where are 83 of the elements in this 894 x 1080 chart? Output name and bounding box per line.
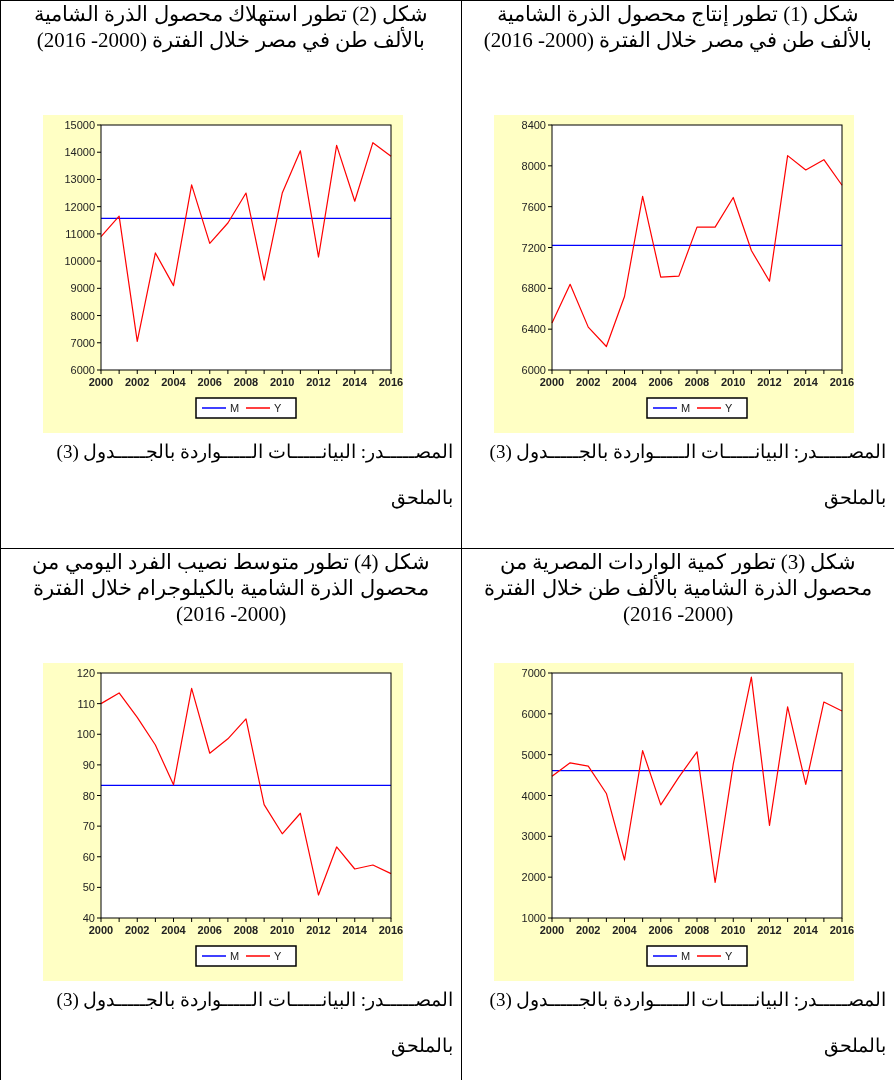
x-tick-label: 2008 [684, 924, 710, 936]
x-tick-label: 2010 [270, 924, 295, 936]
text: المصـــــدر: البيانـــــات الـــــواردة بالجـــــدول (3) بالملحق [489, 441, 886, 508]
y-tick-label: 6000 [521, 364, 546, 376]
x-tick-label: 2004 [161, 924, 187, 936]
x-tick-label: 2006 [648, 924, 673, 936]
legend-label: M [681, 950, 691, 962]
y-tick-label: 5000 [521, 748, 546, 761]
x-tick-label: 2010 [721, 376, 746, 388]
y-tick-label: 120 [76, 667, 95, 679]
x-tick-label: 2010 [721, 924, 746, 936]
y-tick-label: 6000 [521, 707, 546, 720]
text: المصـــــدر: البيانـــــات الـــــواردة بالجـــــدول (3) بالملحق [56, 989, 453, 1056]
x-tick-label: 2000 [539, 376, 565, 388]
x-tick-label: 2008 [684, 376, 710, 388]
legend-label: M [230, 402, 240, 414]
y-tick-label: 40 [82, 912, 95, 924]
x-tick-label: 2002 [576, 924, 601, 936]
x-tick-label: 2008 [233, 924, 259, 936]
chart-title: شكل (1) تطور إنتاج محصول الذرة الشامية بالألف طن في مصر خلال الفترة (2000- 2016) [482, 1, 874, 53]
y-tick-label: 7200 [521, 241, 546, 254]
x-tick-label: 2008 [233, 376, 259, 388]
legend-label: Y [725, 950, 733, 962]
legend-label: Y [725, 402, 733, 414]
y-tick-label: 11000 [65, 227, 95, 240]
x-tick-label: 2012 [306, 376, 331, 388]
x-tick-label: 2014 [793, 924, 819, 936]
y-tick-label: 7000 [521, 667, 546, 679]
y-tick-label: 8000 [70, 309, 95, 322]
y-tick-label: 7600 [521, 200, 546, 213]
y-tick-label: 12000 [64, 200, 95, 213]
y-tick-label: 9000 [70, 282, 95, 295]
x-tick-label: 2000 [539, 924, 565, 936]
x-tick-label: 2004 [612, 924, 638, 936]
y-tick-label: 14000 [64, 146, 95, 159]
x-tick-label: 2006 [648, 376, 673, 388]
y-tick-label: 13000 [64, 173, 95, 186]
x-tick-label: 2014 [342, 376, 368, 388]
y-tick-label: 1000 [521, 912, 546, 924]
x-tick-label: 2002 [125, 924, 150, 936]
y-tick-label: 6400 [521, 323, 546, 336]
y-tick-label: 15000 [64, 119, 95, 131]
x-tick-label: 2004 [612, 376, 638, 388]
y-tick-label: 80 [82, 789, 95, 802]
legend-label: M [681, 402, 691, 414]
x-tick-label: 2016 [829, 924, 855, 936]
x-tick-label: 2010 [270, 376, 295, 388]
y-tick-label: 8400 [521, 119, 546, 131]
text: المصـــــدر: البيانـــــات الـــــواردة بالجـــــدول (3) بالملحق [489, 989, 886, 1056]
y-tick-label: 6800 [521, 282, 546, 295]
y-tick-label: 70 [82, 820, 95, 833]
y-tick-label: 6000 [70, 364, 95, 376]
x-tick-label: 2012 [306, 924, 331, 936]
y-tick-label: 100 [76, 728, 95, 741]
legend-label: Y [274, 402, 282, 414]
y-tick-label: 8000 [521, 159, 546, 172]
x-tick-label: 2002 [576, 376, 601, 388]
chart-title: شكل (3) تطور كمية الواردات المصرية من محصول الذرة الشامية بالألف طن خلال الفترة (2000- 2016) [483, 549, 873, 627]
y-tick-label: 110 [77, 697, 95, 710]
y-tick-label: 2000 [521, 871, 546, 884]
x-tick-label: 2006 [197, 924, 222, 936]
x-tick-label: 2012 [757, 376, 782, 388]
x-tick-label: 2002 [125, 376, 150, 388]
y-tick-label: 10000 [64, 255, 95, 268]
x-tick-label: 2016 [378, 924, 404, 936]
legend-label: M [230, 950, 240, 962]
chart-title: شكل (4) تطور متوسط نصيب الفرد اليومي من محصول الذرة الشامية بالكيلوجرام خلال الفترة (2000- 2016) [31, 549, 431, 627]
x-tick-label: 2016 [829, 376, 855, 388]
x-tick-label: 2016 [378, 376, 404, 388]
y-tick-label: 60 [82, 850, 95, 863]
y-tick-label: 90 [82, 758, 95, 771]
x-tick-label: 2006 [197, 376, 222, 388]
text: المصـــــدر: البيانـــــات الـــــواردة بالجـــــدول (3) بالملحق [56, 441, 453, 508]
y-tick-label: 3000 [521, 830, 546, 843]
y-tick-label: 4000 [521, 789, 546, 802]
x-tick-label: 2004 [161, 376, 187, 388]
x-tick-label: 2014 [793, 376, 819, 388]
legend-label: Y [274, 950, 282, 962]
y-tick-label: 50 [82, 881, 95, 894]
chart-title: شكل (2) تطور استهلاك محصول الذرة الشامية بالألف طن في مصر خلال الفترة (2000- 2016) [33, 1, 429, 53]
x-tick-label: 2012 [757, 924, 782, 936]
y-tick-label: 7000 [70, 336, 95, 349]
x-tick-label: 2014 [342, 924, 368, 936]
